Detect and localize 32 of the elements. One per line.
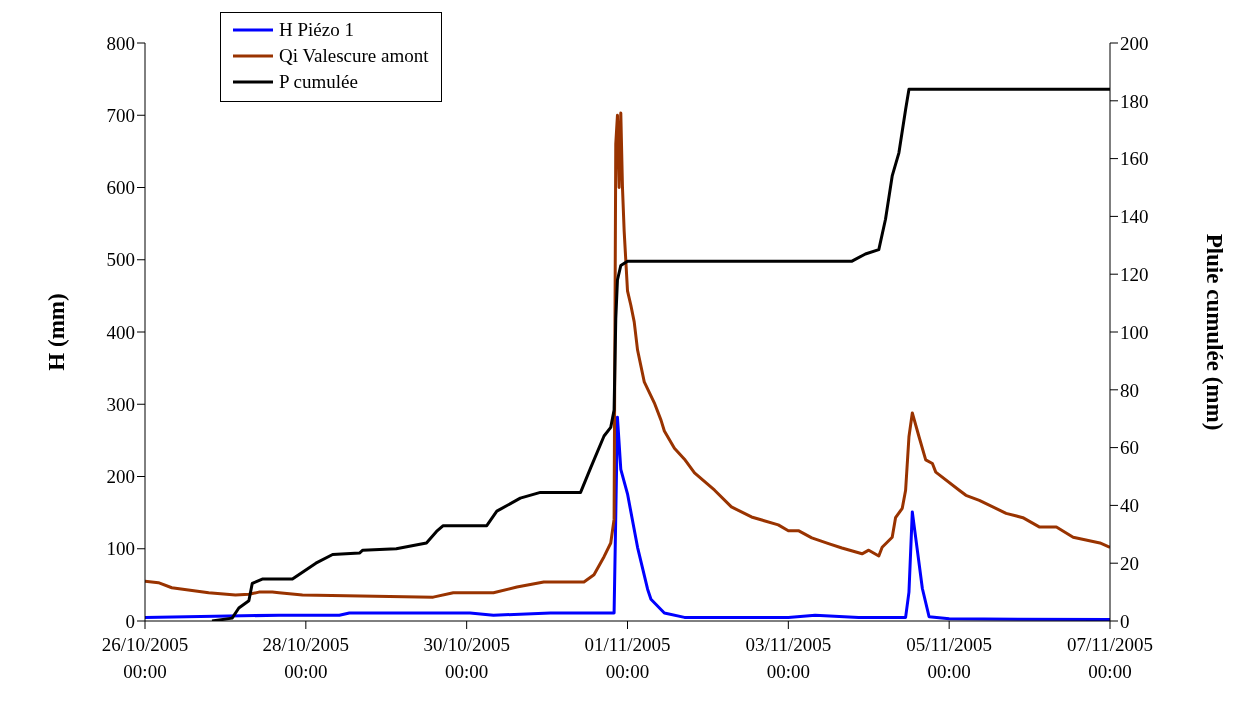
- y2-tick-label: 180: [1120, 90, 1149, 112]
- y-tick-label: 300: [106, 393, 135, 415]
- y-axis-title: H (mm): [44, 293, 70, 371]
- legend-label: Qi Valescure amont: [279, 44, 429, 68]
- y2-tick-label: 40: [1120, 495, 1139, 517]
- y2-tick-label: 140: [1120, 206, 1149, 228]
- x-tick-label: 30/10/2005 00:00: [423, 634, 510, 682]
- y-tick-label: 700: [106, 105, 135, 126]
- y2-tick-label: 20: [1120, 552, 1139, 574]
- x-tick-label: 07/11/2005 00:00: [1067, 634, 1153, 682]
- y2-tick-label: 160: [1120, 148, 1149, 170]
- y2-axis-title: Pluie cumulée (mm): [1201, 233, 1227, 431]
- y2-tick-label: 100: [1120, 321, 1149, 343]
- x-tick-label: 28/10/2005 00:00: [262, 634, 350, 682]
- x-tick-label: 03/11/2005 00:00: [745, 634, 832, 682]
- y-tick-label: 400: [106, 321, 135, 343]
- y2-tick-label: 120: [1120, 263, 1149, 285]
- y-tick-label: 100: [106, 538, 135, 560]
- y2-tick-label: 60: [1120, 437, 1139, 459]
- x-tick-label: 26/10/2005 00:00: [101, 634, 189, 682]
- y2-tick-label: 200: [1120, 32, 1149, 54]
- y2-tick-label: 80: [1120, 379, 1139, 401]
- x-tick-label: 05/11/2005 00:00: [906, 634, 993, 682]
- y2-tick-label: 0: [1120, 610, 1130, 632]
- y-tick-label: 200: [106, 466, 135, 488]
- y-tick-label: 500: [106, 249, 135, 271]
- legend-label: H Piézo 1: [279, 18, 354, 42]
- y-tick-label: 800: [106, 32, 135, 54]
- y-tick-label: 600: [106, 177, 135, 199]
- y-tick-label: 0: [125, 610, 135, 632]
- legend-label: P cumulée: [279, 70, 358, 94]
- x-tick-label: 01/11/2005 00:00: [584, 634, 671, 682]
